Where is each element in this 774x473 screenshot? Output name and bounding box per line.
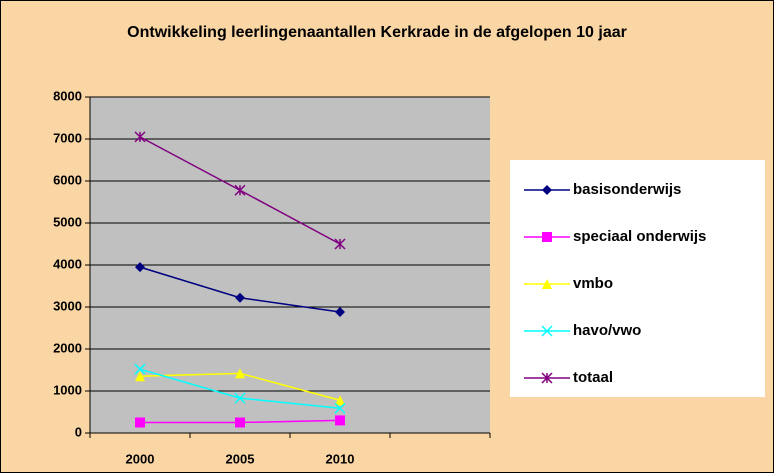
- y-tick-label: 5000: [53, 214, 82, 229]
- y-tick-label: 3000: [53, 298, 82, 313]
- x-tick-label: 2000: [126, 451, 155, 466]
- y-tick-label: 0: [75, 424, 82, 439]
- marker: [234, 392, 246, 404]
- y-tick-label: 2000: [53, 340, 82, 355]
- marker: [135, 262, 145, 273]
- marker: [235, 292, 245, 303]
- legend-label: basisonderwijs: [573, 181, 681, 198]
- legend-marker: [542, 185, 552, 195]
- legend-marker: [542, 279, 552, 289]
- legend-box: [510, 160, 765, 397]
- x-tick-label: 2010: [326, 451, 355, 466]
- legend-label: havo/vwo: [573, 322, 641, 339]
- legend-marker: [541, 325, 553, 337]
- y-tick-label: 4000: [53, 256, 82, 271]
- y-tick-label: 7000: [53, 130, 82, 145]
- marker: [135, 371, 145, 382]
- marker: [235, 368, 245, 379]
- legend-label: vmbo: [573, 275, 613, 292]
- legend-marker: [542, 232, 552, 242]
- marker: [334, 402, 346, 414]
- legend-marker: [541, 372, 553, 384]
- marker: [135, 417, 145, 428]
- marker: [235, 417, 245, 428]
- marker: [335, 307, 345, 318]
- chart-title: Ontwikkeling leerlingenaantallen Kerkrad…: [127, 24, 627, 41]
- legend-label: speciaal onderwijs: [573, 228, 706, 245]
- x-tick-label: 2005: [226, 451, 255, 466]
- y-tick-label: 6000: [53, 172, 82, 187]
- legend-label: totaal: [573, 369, 613, 386]
- marker: [134, 131, 146, 143]
- marker: [134, 363, 146, 375]
- y-tick-label: 1000: [53, 382, 82, 397]
- marker: [334, 238, 346, 250]
- y-tick-label: 8000: [53, 88, 82, 103]
- marker: [335, 415, 345, 426]
- marker: [335, 395, 345, 406]
- marker: [234, 184, 246, 196]
